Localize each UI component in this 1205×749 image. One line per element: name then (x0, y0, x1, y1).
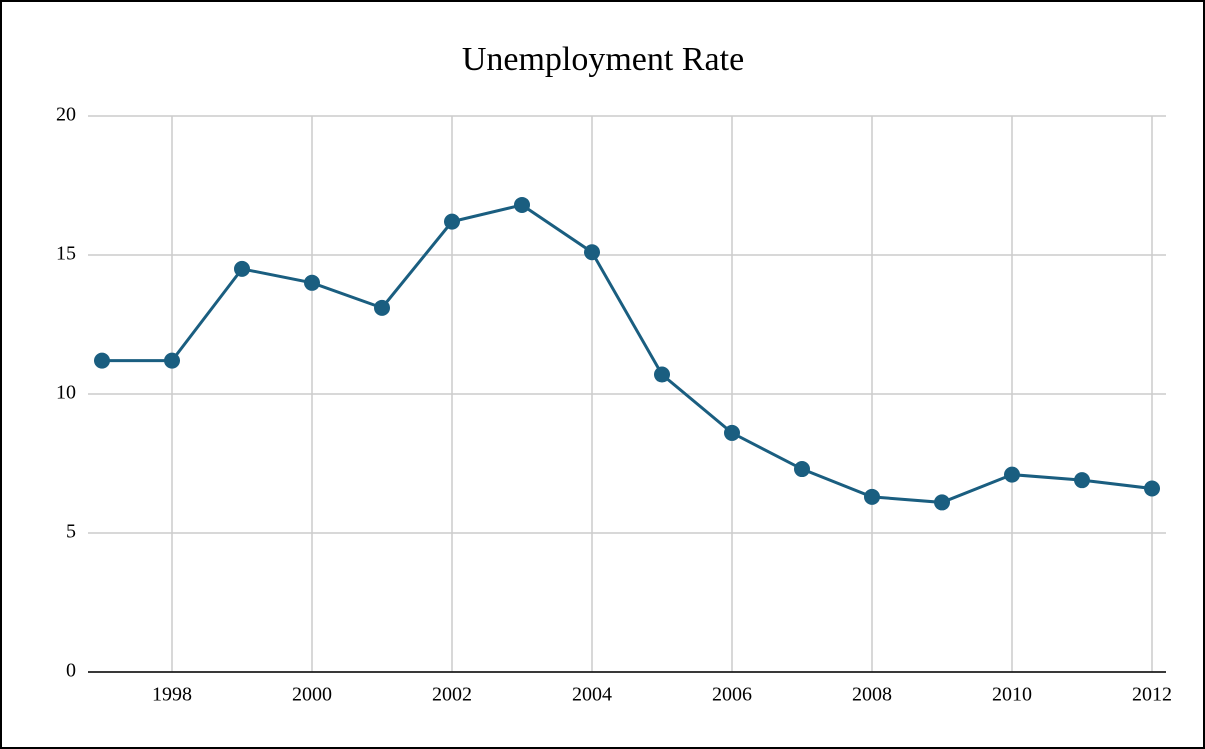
x-tick-label: 2002 (432, 684, 472, 706)
point (654, 366, 670, 383)
y-tick-label: 20 (56, 104, 76, 126)
line (102, 203, 1153, 504)
x-tick-label: 1998 (152, 684, 192, 706)
x-tick-label: 2008 (852, 684, 892, 706)
point (164, 352, 180, 369)
y-tick-label: 5 (66, 521, 76, 543)
x-tick-label: 2012 (1132, 684, 1172, 706)
point (934, 494, 950, 511)
x-tick-label: 2000 (292, 684, 332, 706)
point (864, 488, 880, 505)
y-tick-label: 15 (56, 243, 76, 265)
point (724, 424, 740, 441)
point (794, 461, 810, 478)
x-tick-label: 2010 (992, 684, 1032, 706)
point (94, 352, 110, 369)
point (584, 244, 600, 261)
point (514, 196, 530, 213)
y-tick-label: 10 (56, 382, 76, 404)
point (444, 213, 460, 230)
y-tick-label: 0 (66, 660, 76, 682)
point (234, 260, 250, 277)
x-tick-label: 2006 (712, 684, 752, 706)
chart-title: Unemployment Rate (462, 41, 744, 78)
point (1144, 480, 1160, 497)
point (1004, 466, 1020, 483)
x-tick-label: 2004 (572, 684, 612, 706)
point (304, 274, 320, 291)
point (374, 299, 390, 316)
point (1074, 472, 1090, 489)
